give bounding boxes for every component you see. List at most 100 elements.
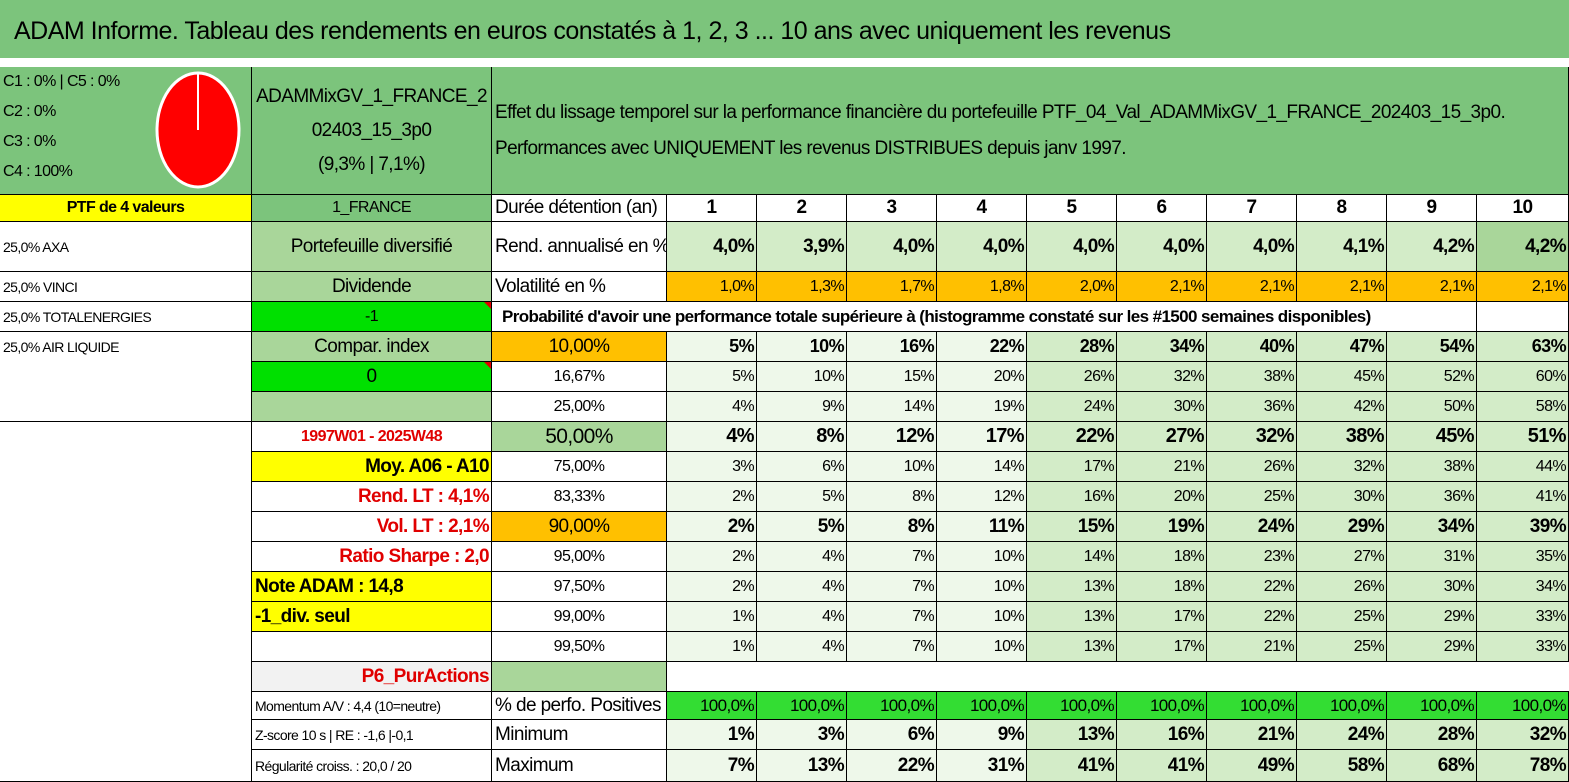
minimum-value: 28%: [1387, 720, 1477, 750]
threshold-pct: 99,00%: [492, 602, 667, 632]
region-label: 1_FRANCE: [252, 195, 492, 222]
compar-index-value: 0: [252, 362, 492, 392]
moy-label: Moy. A06 - A10: [252, 452, 492, 482]
probability-value: 33%: [1477, 632, 1569, 662]
performance-table: C1 : 0% | C5 : 0% C2 : 0% C3 : 0% C4 : 100%…: [0, 67, 1569, 782]
maximum-value: 49%: [1207, 750, 1297, 782]
probability-value: 14%: [847, 392, 937, 422]
probability-value: 29%: [1387, 632, 1477, 662]
year-header: 10: [1477, 195, 1569, 222]
probability-value: 30%: [1297, 482, 1387, 512]
vol-label: Volatilité en %: [492, 272, 667, 302]
probability-value: 34%: [1477, 572, 1569, 602]
minimum-value: 3%: [757, 720, 847, 750]
threshold-pct: 25,00%: [492, 392, 667, 422]
year-header: 4: [937, 195, 1027, 222]
portfolio-name-line: (9,3% | 7,1%): [318, 153, 426, 175]
probability-value: 38%: [1387, 452, 1477, 482]
probability-value: 21%: [1207, 632, 1297, 662]
probability-value: 10%: [937, 632, 1027, 662]
empty-cell: [0, 750, 252, 782]
class-breakdown-item: C3 : 0%: [3, 133, 56, 150]
momentum-label: Momentum A/V : 4,4 (10=neutre): [252, 692, 492, 720]
probability-value: 2%: [667, 482, 757, 512]
probability-value: 45%: [1387, 422, 1477, 452]
vol-value: 2,1%: [1477, 272, 1569, 302]
probability-value: 14%: [1027, 542, 1117, 572]
rend-value: 4,1%: [1297, 222, 1387, 272]
allocation-pie-chart: [155, 70, 241, 190]
rend-value: 4,0%: [667, 222, 757, 272]
probability-value: 4%: [757, 542, 847, 572]
year-header: 5: [1027, 195, 1117, 222]
report-title: ADAM Informe. Tableau des rendements en …: [0, 0, 1569, 62]
rend-value: 4,0%: [937, 222, 1027, 272]
effect-description-panel: Effet du lissage temporel sur la perform…: [492, 67, 1569, 195]
probability-value: 18%: [1117, 542, 1207, 572]
vol-value: 2,1%: [1117, 272, 1207, 302]
probability-value: 13%: [1027, 602, 1117, 632]
probability-value: 42%: [1297, 392, 1387, 422]
rend-value: 4,0%: [1117, 222, 1207, 272]
probability-value: 20%: [937, 362, 1027, 392]
probability-value: 10%: [937, 602, 1027, 632]
probability-value: 4%: [757, 602, 847, 632]
probability-value: 32%: [1297, 452, 1387, 482]
probability-value: 25%: [1297, 632, 1387, 662]
vol-value: 2,1%: [1297, 272, 1387, 302]
probability-value: 8%: [847, 482, 937, 512]
probability-value: 8%: [847, 512, 937, 542]
probability-value: 24%: [1027, 392, 1117, 422]
threshold-pct: 75,00%: [492, 452, 667, 482]
probability-value: 2%: [667, 572, 757, 602]
rend-label: Rend. annualisé en %: [492, 222, 667, 272]
class-breakdown-item: C2 : 0%: [3, 103, 56, 120]
probability-value: 60%: [1477, 362, 1569, 392]
probability-value: 10%: [757, 362, 847, 392]
minimum-value: 24%: [1297, 720, 1387, 750]
probability-value: 4%: [667, 422, 757, 452]
probability-value: 18%: [1117, 572, 1207, 602]
rend-value: 4,0%: [1027, 222, 1117, 272]
rend-value: 4,2%: [1387, 222, 1477, 272]
maximum-label: Maximum: [492, 750, 667, 782]
probability-value: 10%: [847, 452, 937, 482]
vol-value: 1,3%: [757, 272, 847, 302]
probability-value: 27%: [1297, 542, 1387, 572]
probability-value: 25%: [1207, 482, 1297, 512]
probability-value: 10%: [757, 332, 847, 362]
probability-value: 52%: [1387, 362, 1477, 392]
probability-value: 34%: [1117, 332, 1207, 362]
probability-value: 25%: [1297, 602, 1387, 632]
probability-value: 34%: [1387, 512, 1477, 542]
year-header: 9: [1387, 195, 1477, 222]
positives-value: 100,0%: [1207, 692, 1297, 720]
probability-value: 40%: [1207, 332, 1297, 362]
probability-value: 19%: [937, 392, 1027, 422]
sharpe-ratio-label: Ratio Sharpe : 2,0: [252, 542, 492, 572]
vol-value: 1,0%: [667, 272, 757, 302]
positives-value: 100,0%: [1477, 692, 1569, 720]
empty-cell: [492, 662, 667, 692]
probability-value: 22%: [937, 332, 1027, 362]
empty-cell: [667, 662, 1569, 692]
class-breakdown-panel: C1 : 0% | C5 : 0% C2 : 0% C3 : 0% C4 : 100%: [0, 67, 252, 195]
rend-value: 4,0%: [847, 222, 937, 272]
year-header: 3: [847, 195, 937, 222]
probability-value: 41%: [1477, 482, 1569, 512]
probability-value: 16%: [1027, 482, 1117, 512]
ptf-count-label: PTF de 4 valeurs: [0, 195, 252, 222]
probability-value: 23%: [1207, 542, 1297, 572]
empty-cell: [252, 632, 492, 662]
zscore-label: Z-score 10 s | RE : -1,6 |-0,1: [252, 720, 492, 750]
probability-title: Probabilité d'avoir une performance tota…: [492, 302, 1477, 332]
probability-value: 9%: [757, 392, 847, 422]
probability-value: 5%: [757, 512, 847, 542]
rend-value: 4,0%: [1207, 222, 1297, 272]
probability-value: 26%: [1297, 572, 1387, 602]
rend-value: 3,9%: [757, 222, 847, 272]
probability-value: 35%: [1477, 542, 1569, 572]
maximum-value: 13%: [757, 750, 847, 782]
div-seul-label: -1_div. seul: [252, 602, 492, 632]
probability-value: 20%: [1117, 482, 1207, 512]
